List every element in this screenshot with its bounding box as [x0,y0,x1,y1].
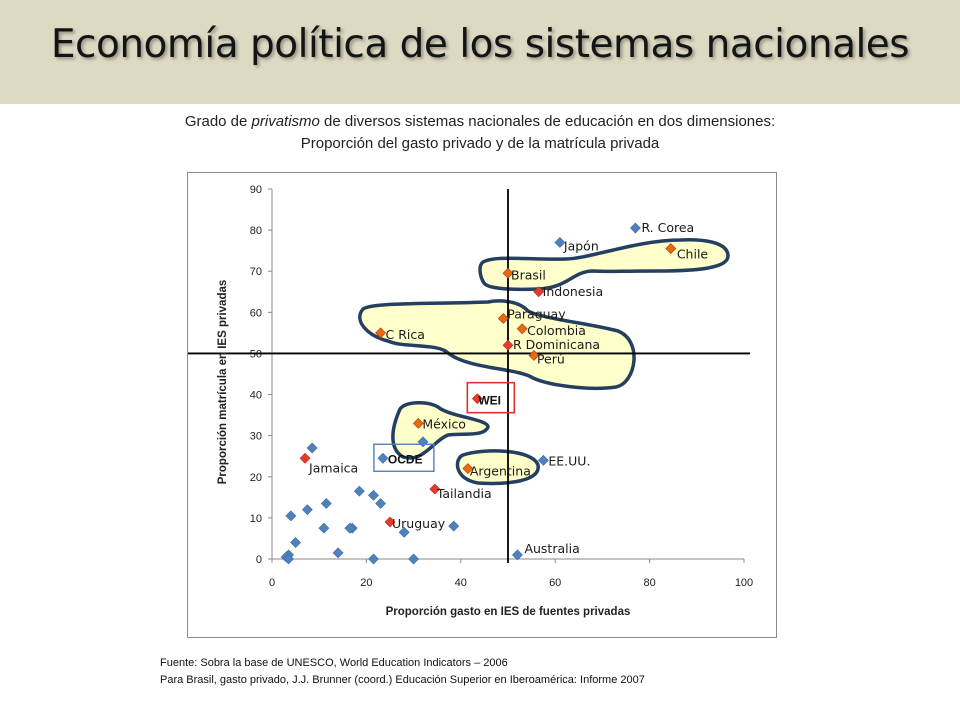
data-point [320,498,332,509]
highlight-region-chile-brasil [478,238,730,292]
data-point [306,442,318,454]
subtitle-suffix: de diversos sistemas nacionales de educa… [319,113,776,130]
data-point [332,547,344,559]
wei-label: WEI [478,394,501,408]
axis-titles: Proporción gasto en IES de fuentes priva… [217,280,630,618]
data-point-indonesia [533,286,545,298]
data-point [344,522,356,534]
y-tick-label: 80 [250,225,262,237]
ocde-label: OCDE [388,452,423,466]
point-label-jap-n: Japón [563,238,599,253]
data-point-per- [528,350,540,361]
point-label-tailandia: Tailandia [436,486,492,501]
chart-axes: 0 10 20 30 40 50 60 70 80 90 0 20 40 60 80 100 [250,184,753,589]
subtitle-emphasis: privatismo [251,113,320,130]
point-label-chile: Chile [677,247,709,262]
data-point-chile [665,243,677,255]
data-point [318,522,330,534]
data-point [408,553,420,565]
point-label-ee-uu-: EE.UU. [548,453,590,468]
data-point-r-corea [630,222,641,234]
point-label-indonesia: Indonesia [543,284,603,299]
y-tick-label: 20 [250,472,262,484]
data-point-australia [512,549,523,561]
point-label-r-corea: R. Corea [641,220,694,235]
data-point-paraguay [497,313,509,324]
x-tick-label: 60 [549,577,561,589]
highlight-region-south-america [358,299,636,391]
x-tick-label: 80 [643,577,655,589]
data-point-ocde [377,452,389,464]
data-point-jamaica [299,452,311,464]
scatter-chart: 0 10 20 30 40 50 60 70 80 90 0 20 40 60 80 100 R. Corea… [188,184,753,618]
highlight-region-argentina [455,449,540,486]
title-bar: Economía política de los sistemas nacion… [0,0,960,104]
data-point-wei [471,393,483,405]
point-label-paraguay: Paraguay [507,307,566,322]
subtitle-prefix: Grado de [184,113,252,130]
footer-source-line-1: Fuente: Sobra la base de UNESCO, World E… [160,657,508,669]
data-point [283,553,294,565]
x-tick-label: 20 [360,577,372,589]
data-point-colombia [516,323,528,335]
y-tick-label: 50 [250,348,262,360]
point-label-brasil: Brasil [511,267,546,282]
data-point [375,498,386,509]
point-labels: R. Corea Japón Chile Brasil Indonesia Paragua… [308,220,708,556]
point-label-australia: Australia [524,541,579,556]
point-label-jamaica: Jamaica [308,460,358,475]
data-point [353,485,365,497]
point-label-per-: Perú [537,352,565,367]
footer-source-line-2: Para Brasil, gasto privado, J.J. Brunner… [160,674,645,686]
reference-lines [188,189,750,563]
point-label-colombia: Colombia [527,323,586,338]
y-axis-title: Proporción matrícula en IES privadas [217,280,229,485]
data-point-tailandia [429,483,441,495]
point-label-m-xico: México [422,416,466,431]
y-tick-label: 10 [250,513,262,525]
data-point [368,489,379,501]
y-tick-label: 60 [250,307,262,319]
x-tick-label: 0 [269,577,275,589]
data-point-brasil [502,267,514,279]
data-point-m-xico [412,417,424,429]
x-axis-title: Proporción gasto en IES de fuentes priva… [386,606,631,618]
data-point [285,510,297,522]
y-tick-label: 90 [250,184,262,196]
chart-subtitle-line-2: Proporción del gasto privado y de la mat… [300,135,660,152]
data-point [398,526,410,538]
data-point-argentina [462,463,474,474]
point-label-uruguay: Uruguay [392,516,446,531]
wei-annotation-box [466,381,516,414]
point-label-argentina: Argentina [470,464,531,479]
data-point-ee-uu- [537,454,549,466]
ocde-annotation-box [373,443,435,472]
chart-subtitle-line-1: Grado de privatismo de diversos sistemas… [120,113,840,130]
x-tick-label: 100 [735,577,753,589]
point-label-r-dominicana: R Dominicana [513,337,600,352]
data-point [301,504,313,516]
page-title: Economía política de los sistemas nacion… [50,22,910,67]
point-label-c-rica: C Rica [386,327,425,342]
data-point-r-dominicana [502,339,514,351]
y-tick-label: 40 [250,390,262,402]
x-tick-label: 40 [455,577,467,589]
data-point-uruguay [384,516,396,528]
y-tick-label: 70 [250,266,262,278]
data-point [448,520,460,532]
y-tick-label: 30 [250,431,262,443]
data-point [290,537,302,548]
scatter-chart-frame: 0 10 20 30 40 50 60 70 80 90 0 20 40 60 80 100 R. Corea… [187,172,777,638]
data-point [368,553,379,565]
data-point-jap-n [554,237,566,248]
data-point-c-rica [375,327,386,339]
data-points [280,222,677,565]
y-tick-label: 0 [256,554,262,566]
